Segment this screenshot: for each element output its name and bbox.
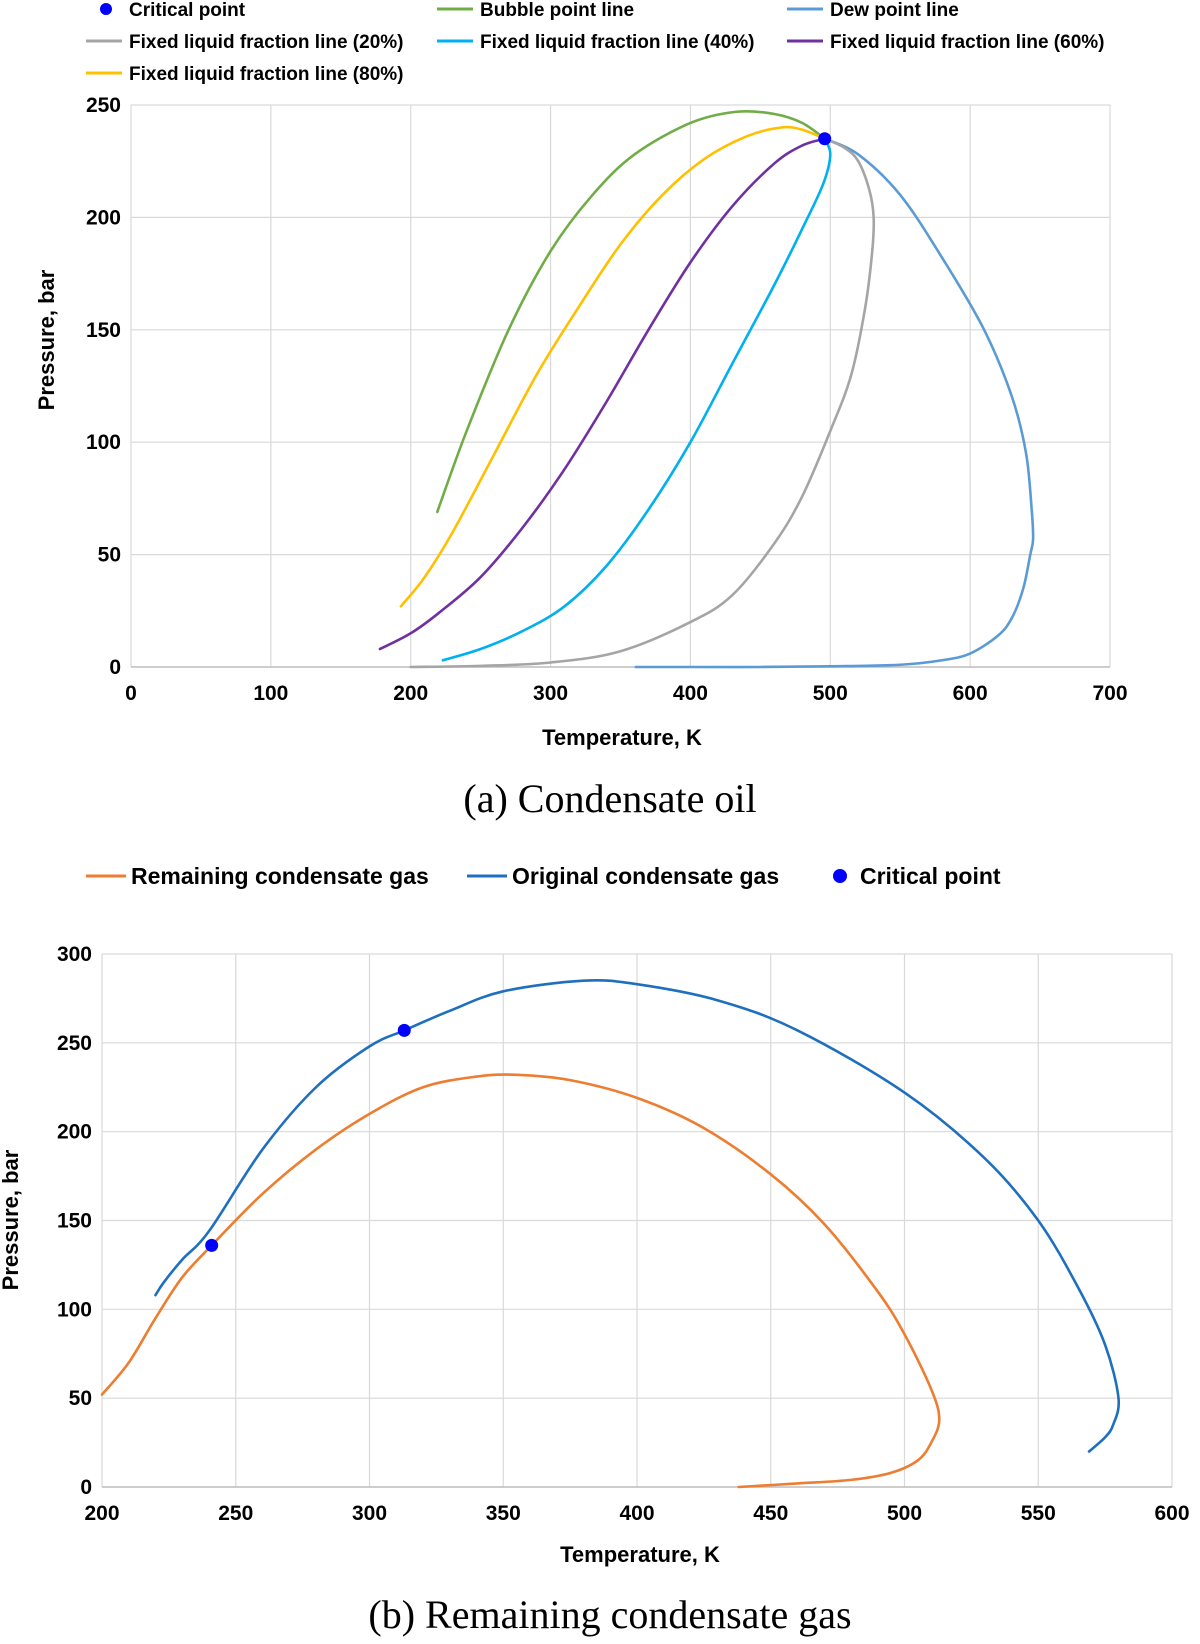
legend-label: Dew point line bbox=[830, 0, 959, 21]
series-line-dew-point-line bbox=[634, 137, 1035, 669]
x-tick-label: 400 bbox=[673, 682, 708, 705]
legend-label: Remaining condensate gas bbox=[131, 863, 429, 889]
plot-area: 200 250 300 350 400 450 500 550 600 0 50 100 150 200 2… bbox=[57, 943, 1190, 1525]
series-line-fixed-liquid-fraction-line-40 bbox=[441, 137, 832, 662]
y-tick-label: 200 bbox=[57, 1121, 92, 1144]
y-tick-label: 0 bbox=[80, 1476, 92, 1499]
x-tick-label: 0 bbox=[125, 682, 137, 705]
y-tick-label: 300 bbox=[57, 943, 92, 966]
legend-marker-critical-point bbox=[833, 869, 847, 883]
x-tick-label: 350 bbox=[486, 1502, 521, 1525]
series-line-fixed-liquid-fraction-line-60 bbox=[378, 137, 826, 651]
y-tick-label: 0 bbox=[109, 656, 121, 679]
legend-label: Bubble point line bbox=[480, 0, 634, 21]
critical-point-marker bbox=[818, 132, 832, 146]
chart-condensate-oil: Critical point Bubble point line Dew poi… bbox=[34, 0, 1128, 821]
x-tick-label: 700 bbox=[1092, 682, 1127, 705]
x-axis-title: Temperature, K bbox=[542, 725, 702, 750]
x-tick-label: 100 bbox=[253, 682, 288, 705]
x-tick-label: 600 bbox=[953, 682, 988, 705]
legend-marker-critical-point bbox=[100, 3, 112, 15]
legend-label: Critical point bbox=[860, 863, 1001, 889]
plot-area: 0 100 200 300 400 500 600 700 0 50 100 150 200 250 bbox=[86, 94, 1128, 705]
series-line-fixed-liquid-fraction-line-80 bbox=[399, 125, 826, 608]
series-line-original-condensate-gas bbox=[154, 978, 1121, 1453]
x-tick-label: 500 bbox=[887, 1502, 922, 1525]
x-tick-label: 200 bbox=[84, 1502, 119, 1525]
chart-caption: (a) Condensate oil bbox=[463, 776, 756, 821]
critical-point-marker bbox=[397, 1023, 411, 1037]
x-tick-label: 450 bbox=[753, 1502, 788, 1525]
x-tick-label: 300 bbox=[352, 1502, 387, 1525]
y-tick-label: 100 bbox=[57, 1298, 92, 1321]
chart-remaining-condensate-gas: Remaining condensate gas Original conden… bbox=[0, 863, 1190, 1637]
legend-label: Fixed liquid fraction line (40%) bbox=[480, 32, 754, 53]
legend-label: Fixed liquid fraction line (60%) bbox=[830, 32, 1104, 53]
y-tick-label: 150 bbox=[57, 1210, 92, 1233]
y-tick-label: 150 bbox=[86, 319, 121, 342]
series-line-fixed-liquid-fraction-line-20 bbox=[409, 137, 876, 669]
y-axis-title: Pressure, bar bbox=[0, 1149, 23, 1290]
x-tick-label: 200 bbox=[393, 682, 428, 705]
x-tick-label: 600 bbox=[1154, 1502, 1189, 1525]
y-tick-label: 100 bbox=[86, 431, 121, 454]
chart-caption: (b) Remaining condensate gas bbox=[368, 1592, 851, 1637]
x-tick-label: 500 bbox=[813, 682, 848, 705]
y-axis-title: Pressure, bar bbox=[34, 269, 59, 410]
legend-label: Original condensate gas bbox=[512, 863, 779, 889]
series-line-bubble-point-line bbox=[435, 109, 826, 514]
y-tick-label: 200 bbox=[86, 206, 121, 229]
y-tick-label: 250 bbox=[57, 1032, 92, 1055]
x-tick-label: 250 bbox=[218, 1502, 253, 1525]
x-tick-label: 400 bbox=[619, 1502, 654, 1525]
y-tick-label: 50 bbox=[69, 1387, 92, 1410]
legend: Remaining condensate gas Original conden… bbox=[86, 863, 1001, 889]
legend-label: Fixed liquid fraction line (80%) bbox=[129, 64, 403, 85]
x-axis-title: Temperature, K bbox=[560, 1542, 720, 1567]
x-tick-label: 550 bbox=[1021, 1502, 1056, 1525]
x-tick-label: 300 bbox=[533, 682, 568, 705]
legend: Critical point Bubble point line Dew poi… bbox=[86, 0, 1104, 85]
legend-label: Critical point bbox=[129, 0, 246, 21]
series-line-remaining-condensate-gas bbox=[100, 1073, 941, 1489]
legend-label: Fixed liquid fraction line (20%) bbox=[129, 32, 403, 53]
y-tick-label: 250 bbox=[86, 94, 121, 117]
y-tick-label: 50 bbox=[98, 544, 121, 567]
critical-point-marker bbox=[205, 1238, 219, 1252]
